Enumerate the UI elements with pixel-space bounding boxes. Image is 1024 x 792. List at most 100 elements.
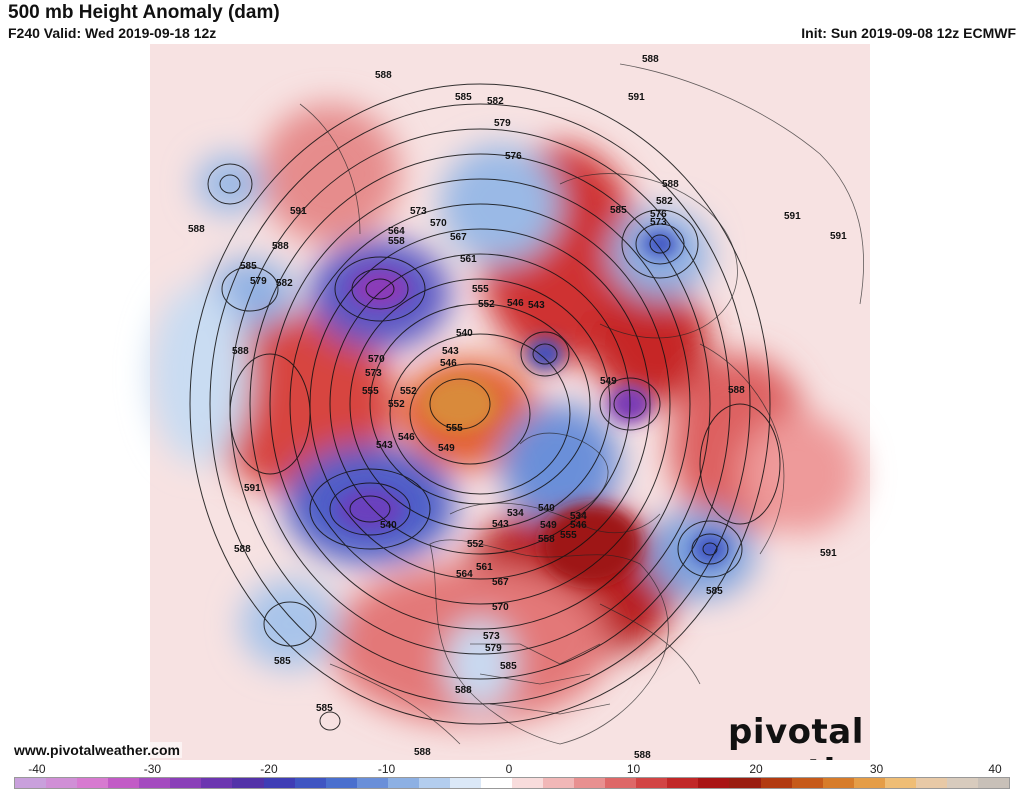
colorbar-swatch (325, 778, 357, 788)
contour-label: 591 (628, 92, 645, 103)
colorbar-swatch (636, 778, 668, 788)
colorbar-strip (14, 777, 1010, 789)
contour-label: 549 (438, 443, 455, 454)
contour-label: 573 (410, 206, 427, 217)
contour-label: 588 (375, 70, 392, 81)
contour-label: 588 (414, 747, 431, 758)
anomaly-map: 588 585 582 579 576 573 570 567 564 561 … (0, 44, 1024, 760)
colorbar-swatch (356, 778, 388, 788)
contour-label: 534 (507, 508, 524, 519)
coastlines (299, 63, 865, 745)
colorbar-swatch (667, 778, 699, 788)
colorbar-swatch (512, 778, 544, 788)
colorbar-swatch (108, 778, 140, 788)
contour-label: 588 (662, 179, 679, 190)
colorbar-swatch (946, 778, 978, 788)
contour-label: 588 (232, 346, 249, 357)
contour-label: 564 (388, 226, 405, 237)
contour-label: 570 (492, 602, 509, 613)
colorbar-ticks: -40 -30 -20 -10 0 10 20 30 40 (14, 762, 1010, 776)
colorbar-swatch (915, 778, 947, 788)
init-time: Init: Sun 2019-09-08 12z ECMWF (801, 25, 1016, 41)
map-title: 500 mb Height Anomaly (dam) (8, 2, 280, 23)
colorbar-tick: 10 (626, 762, 641, 776)
contour-label: 591 (784, 211, 801, 222)
colorbar-swatch (977, 778, 1009, 788)
contour-label: 582 (276, 278, 293, 289)
contour-label: 549 (600, 376, 617, 387)
colorbar-swatch (449, 778, 481, 788)
contour-label: 576 (505, 151, 522, 162)
colorbar-swatch (884, 778, 916, 788)
contour-label: 588 (728, 385, 745, 396)
contour-label: 579 (250, 276, 267, 287)
colorbar-swatch (480, 778, 512, 788)
colorbar-swatch (853, 778, 885, 788)
colorbar-swatch (294, 778, 326, 788)
colorbar-swatch (605, 778, 637, 788)
colorbar-tick: 0 (505, 762, 513, 776)
colorbar-swatch (263, 778, 295, 788)
colorbar-tick: -30 (143, 762, 162, 776)
contour-label: 591 (830, 231, 847, 242)
contour-label: 534 (570, 511, 587, 522)
colorbar-swatch (698, 778, 730, 788)
colorbar-swatch (418, 778, 450, 788)
contour-label: 585 (316, 703, 333, 714)
contour-label: 543 (442, 346, 459, 357)
contour-label: 582 (656, 196, 673, 207)
contour-label: 585 (274, 656, 291, 667)
contour-label: 591 (244, 483, 261, 494)
contour-label: 570 (430, 218, 447, 229)
contour-label: 582 (487, 96, 504, 107)
colorbar-swatch (822, 778, 854, 788)
colorbar-tick: -40 (28, 762, 46, 776)
contour-label: 573 (365, 368, 382, 379)
contour-label: 546 (507, 298, 524, 309)
contour-label: 573 (650, 217, 667, 228)
colorbar-swatch (77, 778, 109, 788)
contour-label: 552 (467, 539, 484, 550)
contour-label: 573 (483, 631, 500, 642)
contour-label: 555 (472, 284, 489, 295)
valid-time: F240 Valid: Wed 2019-09-18 12z (8, 25, 217, 41)
contour-label: 549 (540, 520, 557, 531)
colorbar-swatch (791, 778, 823, 788)
contour-label: 555 (560, 530, 577, 541)
colorbar-swatch (46, 778, 78, 788)
contour-label: 552 (400, 386, 417, 397)
website-url[interactable]: www.pivotalweather.com (12, 742, 182, 758)
contour-label: 564 (456, 569, 473, 580)
contour-label: 576 (650, 209, 667, 220)
colorbar-swatch (574, 778, 606, 788)
colorbar-swatch (729, 778, 761, 788)
colorbar-swatch (201, 778, 233, 788)
colorbar-swatch (139, 778, 171, 788)
colorbar-tick: -20 (260, 762, 278, 776)
colorbar: -40 -30 -20 -10 0 10 20 30 40 (0, 760, 1024, 791)
colorbar-swatch (170, 778, 202, 788)
contour-label: 558 (388, 236, 405, 247)
colorbar-tick: -10 (377, 762, 396, 776)
colorbar-tick: 30 (869, 762, 884, 776)
contour-label: 588 (234, 544, 251, 555)
contour-label: 543 (376, 440, 393, 451)
contour-label: 540 (456, 328, 473, 339)
contour-label: 588 (634, 750, 651, 760)
contour-label: 561 (476, 562, 493, 573)
colorbar-swatch (543, 778, 575, 788)
contour-label: 588 (642, 54, 659, 65)
contour-label: 588 (455, 685, 472, 696)
contour-label: 588 (272, 241, 289, 252)
contour-label: 570 (368, 354, 385, 365)
contour-label: 585 (500, 661, 517, 672)
contour-label: 579 (494, 118, 511, 129)
colorbar-swatch (15, 778, 47, 788)
colorbar-tick: 20 (749, 762, 763, 776)
contour-label: 585 (610, 205, 627, 216)
contour-label: 555 (362, 386, 379, 397)
contour-label: 585 (240, 261, 257, 272)
height-contours (189, 83, 781, 731)
contour-label: 585 (706, 586, 723, 597)
contour-label: 540 (538, 503, 555, 514)
